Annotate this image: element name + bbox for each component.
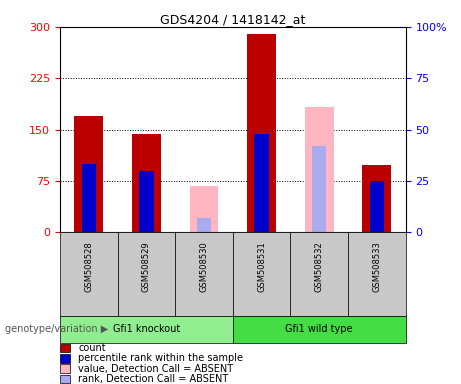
Text: value, Detection Call = ABSENT: value, Detection Call = ABSENT (78, 364, 233, 374)
Bar (362, 165, 391, 232)
Text: Gfi1 knockout: Gfi1 knockout (113, 324, 180, 334)
Bar (132, 134, 161, 232)
Bar (254, 134, 269, 232)
Bar (312, 146, 326, 232)
Text: genotype/variation ▶: genotype/variation ▶ (5, 324, 108, 334)
Text: GSM508530: GSM508530 (200, 241, 208, 292)
Bar (189, 186, 219, 232)
Bar (247, 34, 276, 232)
Text: count: count (78, 343, 106, 353)
Bar (197, 218, 211, 232)
Bar (74, 116, 103, 232)
Text: GSM508529: GSM508529 (142, 241, 151, 291)
Title: GDS4204 / 1418142_at: GDS4204 / 1418142_at (160, 13, 306, 26)
Text: Gfi1 wild type: Gfi1 wild type (285, 324, 353, 334)
Text: GSM508533: GSM508533 (372, 241, 381, 292)
Bar (139, 170, 154, 232)
Text: GSM508532: GSM508532 (315, 241, 324, 292)
Text: GSM508528: GSM508528 (84, 241, 93, 292)
Bar (305, 107, 334, 232)
Text: GSM508531: GSM508531 (257, 241, 266, 292)
Text: percentile rank within the sample: percentile rank within the sample (78, 353, 243, 363)
Text: rank, Detection Call = ABSENT: rank, Detection Call = ABSENT (78, 374, 229, 384)
Bar (370, 181, 384, 232)
Bar (82, 164, 96, 232)
